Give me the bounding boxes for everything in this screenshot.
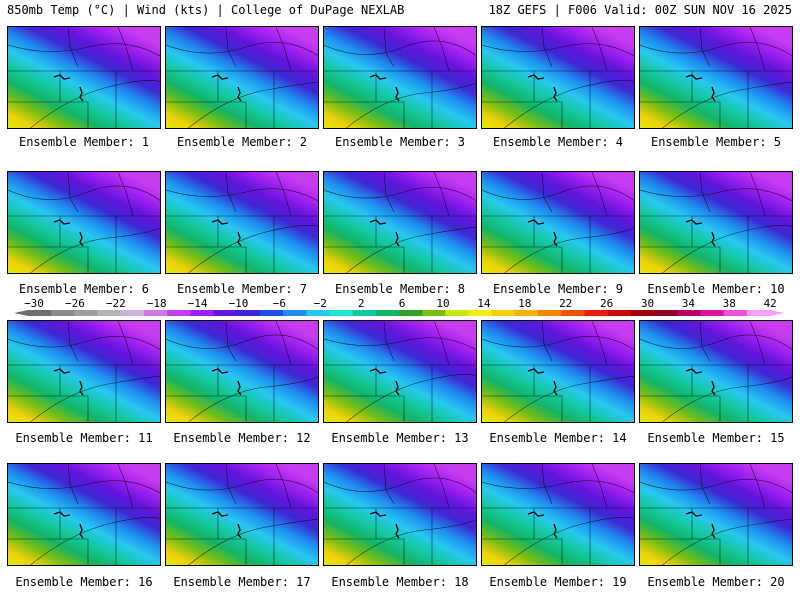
colorbar-tick-label: −14 — [187, 297, 208, 310]
colorbar-tick-label: −2 — [313, 297, 327, 310]
colorbar-segment — [143, 310, 168, 316]
colorbar-segment — [283, 310, 307, 316]
ensemble-map-panel — [323, 320, 477, 423]
colorbar-segment — [306, 310, 330, 316]
colorbar-tick-label: 38 — [722, 297, 736, 310]
colorbar-tick-label: −22 — [105, 297, 126, 310]
member-label: Ensemble Member: 1 — [18, 135, 150, 149]
member-label: Ensemble Member: 5 — [650, 135, 782, 149]
member-label: Ensemble Member: 6 — [18, 282, 150, 296]
temperature-colorbar — [14, 310, 784, 316]
colorbar-segment — [329, 310, 354, 316]
colorbar-segment — [607, 310, 632, 316]
ensemble-map-panel — [639, 26, 793, 129]
ensemble-map-panel — [639, 320, 793, 423]
colorbar-tick-label: −10 — [228, 297, 249, 310]
member-label: Ensemble Member: 10 — [647, 282, 785, 296]
colorbar-tick-label: −18 — [146, 297, 167, 310]
run-info: 18Z GEFS | F006 Valid: 00Z SUN NOV 16 20… — [488, 3, 792, 17]
colorbar-segment — [213, 310, 238, 316]
member-label: Ensemble Member: 18 — [331, 575, 469, 589]
ensemble-map-panel — [323, 171, 477, 274]
colorbar-tick-label: −6 — [272, 297, 287, 310]
colorbar-tick-label: 2 — [357, 297, 365, 310]
colorbar-tick-label: 6 — [398, 297, 406, 310]
ensemble-map-panel — [481, 171, 635, 274]
colorbar-segment — [167, 310, 191, 316]
member-label: Ensemble Member: 2 — [176, 135, 308, 149]
ensemble-map-panel — [323, 463, 477, 566]
colorbar-tick-label: 10 — [436, 297, 450, 310]
colorbar-segment — [630, 310, 655, 316]
member-label: Ensemble Member: 16 — [15, 575, 153, 589]
colorbar-segment — [746, 310, 771, 316]
colorbar-segment — [120, 310, 145, 316]
colorbar-tick-label: 30 — [640, 297, 655, 310]
member-label: Ensemble Member: 20 — [647, 575, 785, 589]
ensemble-map-panel — [639, 463, 793, 566]
colorbar-tick-label: 34 — [681, 297, 696, 310]
ensemble-map-panel — [323, 26, 477, 129]
colorbar-segment — [561, 310, 585, 316]
ensemble-map-panel — [165, 171, 319, 274]
colorbar-segment — [74, 310, 99, 316]
colorbar-segment — [190, 310, 214, 316]
colorbar-tick-label: 18 — [518, 297, 532, 310]
colorbar-segment — [468, 310, 493, 316]
colorbar-max-arrow — [770, 310, 784, 316]
ensemble-map-panel — [481, 320, 635, 423]
colorbar-segment — [352, 310, 377, 316]
member-label: Ensemble Member: 17 — [173, 575, 311, 589]
ensemble-map-panel — [165, 463, 319, 566]
colorbar-segment — [422, 310, 446, 316]
ensemble-map-panel — [7, 171, 161, 274]
colorbar-segment — [514, 310, 539, 316]
colorbar-segment — [28, 310, 52, 316]
member-label: Ensemble Member: 9 — [492, 282, 624, 296]
colorbar-segment — [97, 310, 122, 316]
colorbar-tick-label: −30 — [24, 297, 44, 310]
colorbar-segment — [445, 310, 470, 316]
colorbar-segment — [51, 310, 75, 316]
ensemble-map-panel — [481, 463, 635, 566]
ensemble-map-panel — [7, 320, 161, 423]
ensemble-map-panel — [165, 26, 319, 129]
member-label: Ensemble Member: 14 — [489, 431, 627, 445]
colorbar-segment — [538, 310, 562, 316]
ensemble-map-panel — [7, 463, 161, 566]
colorbar-tick-label: −26 — [64, 297, 85, 310]
colorbar-segment — [236, 310, 261, 316]
ensemble-map-panel — [165, 320, 319, 423]
member-label: Ensemble Member: 3 — [334, 135, 466, 149]
ensemble-map-panel — [639, 171, 793, 274]
member-label: Ensemble Member: 4 — [492, 135, 624, 149]
colorbar-segment — [584, 310, 609, 316]
colorbar-tick-label: 22 — [559, 297, 573, 310]
member-label: Ensemble Member: 12 — [173, 431, 311, 445]
colorbar-segment — [677, 310, 701, 316]
member-label: Ensemble Member: 13 — [331, 431, 469, 445]
member-label: Ensemble Member: 19 — [489, 575, 627, 589]
ensemble-map-panel — [7, 26, 161, 129]
colorbar-tick-label: 42 — [763, 297, 777, 310]
member-label: Ensemble Member: 15 — [647, 431, 785, 445]
colorbar-segment — [259, 310, 284, 316]
colorbar-segment — [700, 310, 725, 316]
colorbar-segment — [399, 310, 423, 316]
ensemble-map-panel — [481, 26, 635, 129]
chart-title: 850mb Temp (°C) | Wind (kts) | College o… — [7, 3, 405, 17]
colorbar-segment — [723, 310, 748, 316]
colorbar-segment — [491, 310, 516, 316]
member-label: Ensemble Member: 7 — [176, 282, 308, 296]
colorbar-min-arrow — [14, 310, 28, 316]
member-label: Ensemble Member: 8 — [334, 282, 466, 296]
colorbar-segment — [375, 310, 400, 316]
colorbar-tick-label: 14 — [477, 297, 491, 310]
colorbar-tick-label: 26 — [599, 297, 614, 310]
member-label: Ensemble Member: 11 — [15, 431, 153, 445]
colorbar-segment — [654, 310, 678, 316]
